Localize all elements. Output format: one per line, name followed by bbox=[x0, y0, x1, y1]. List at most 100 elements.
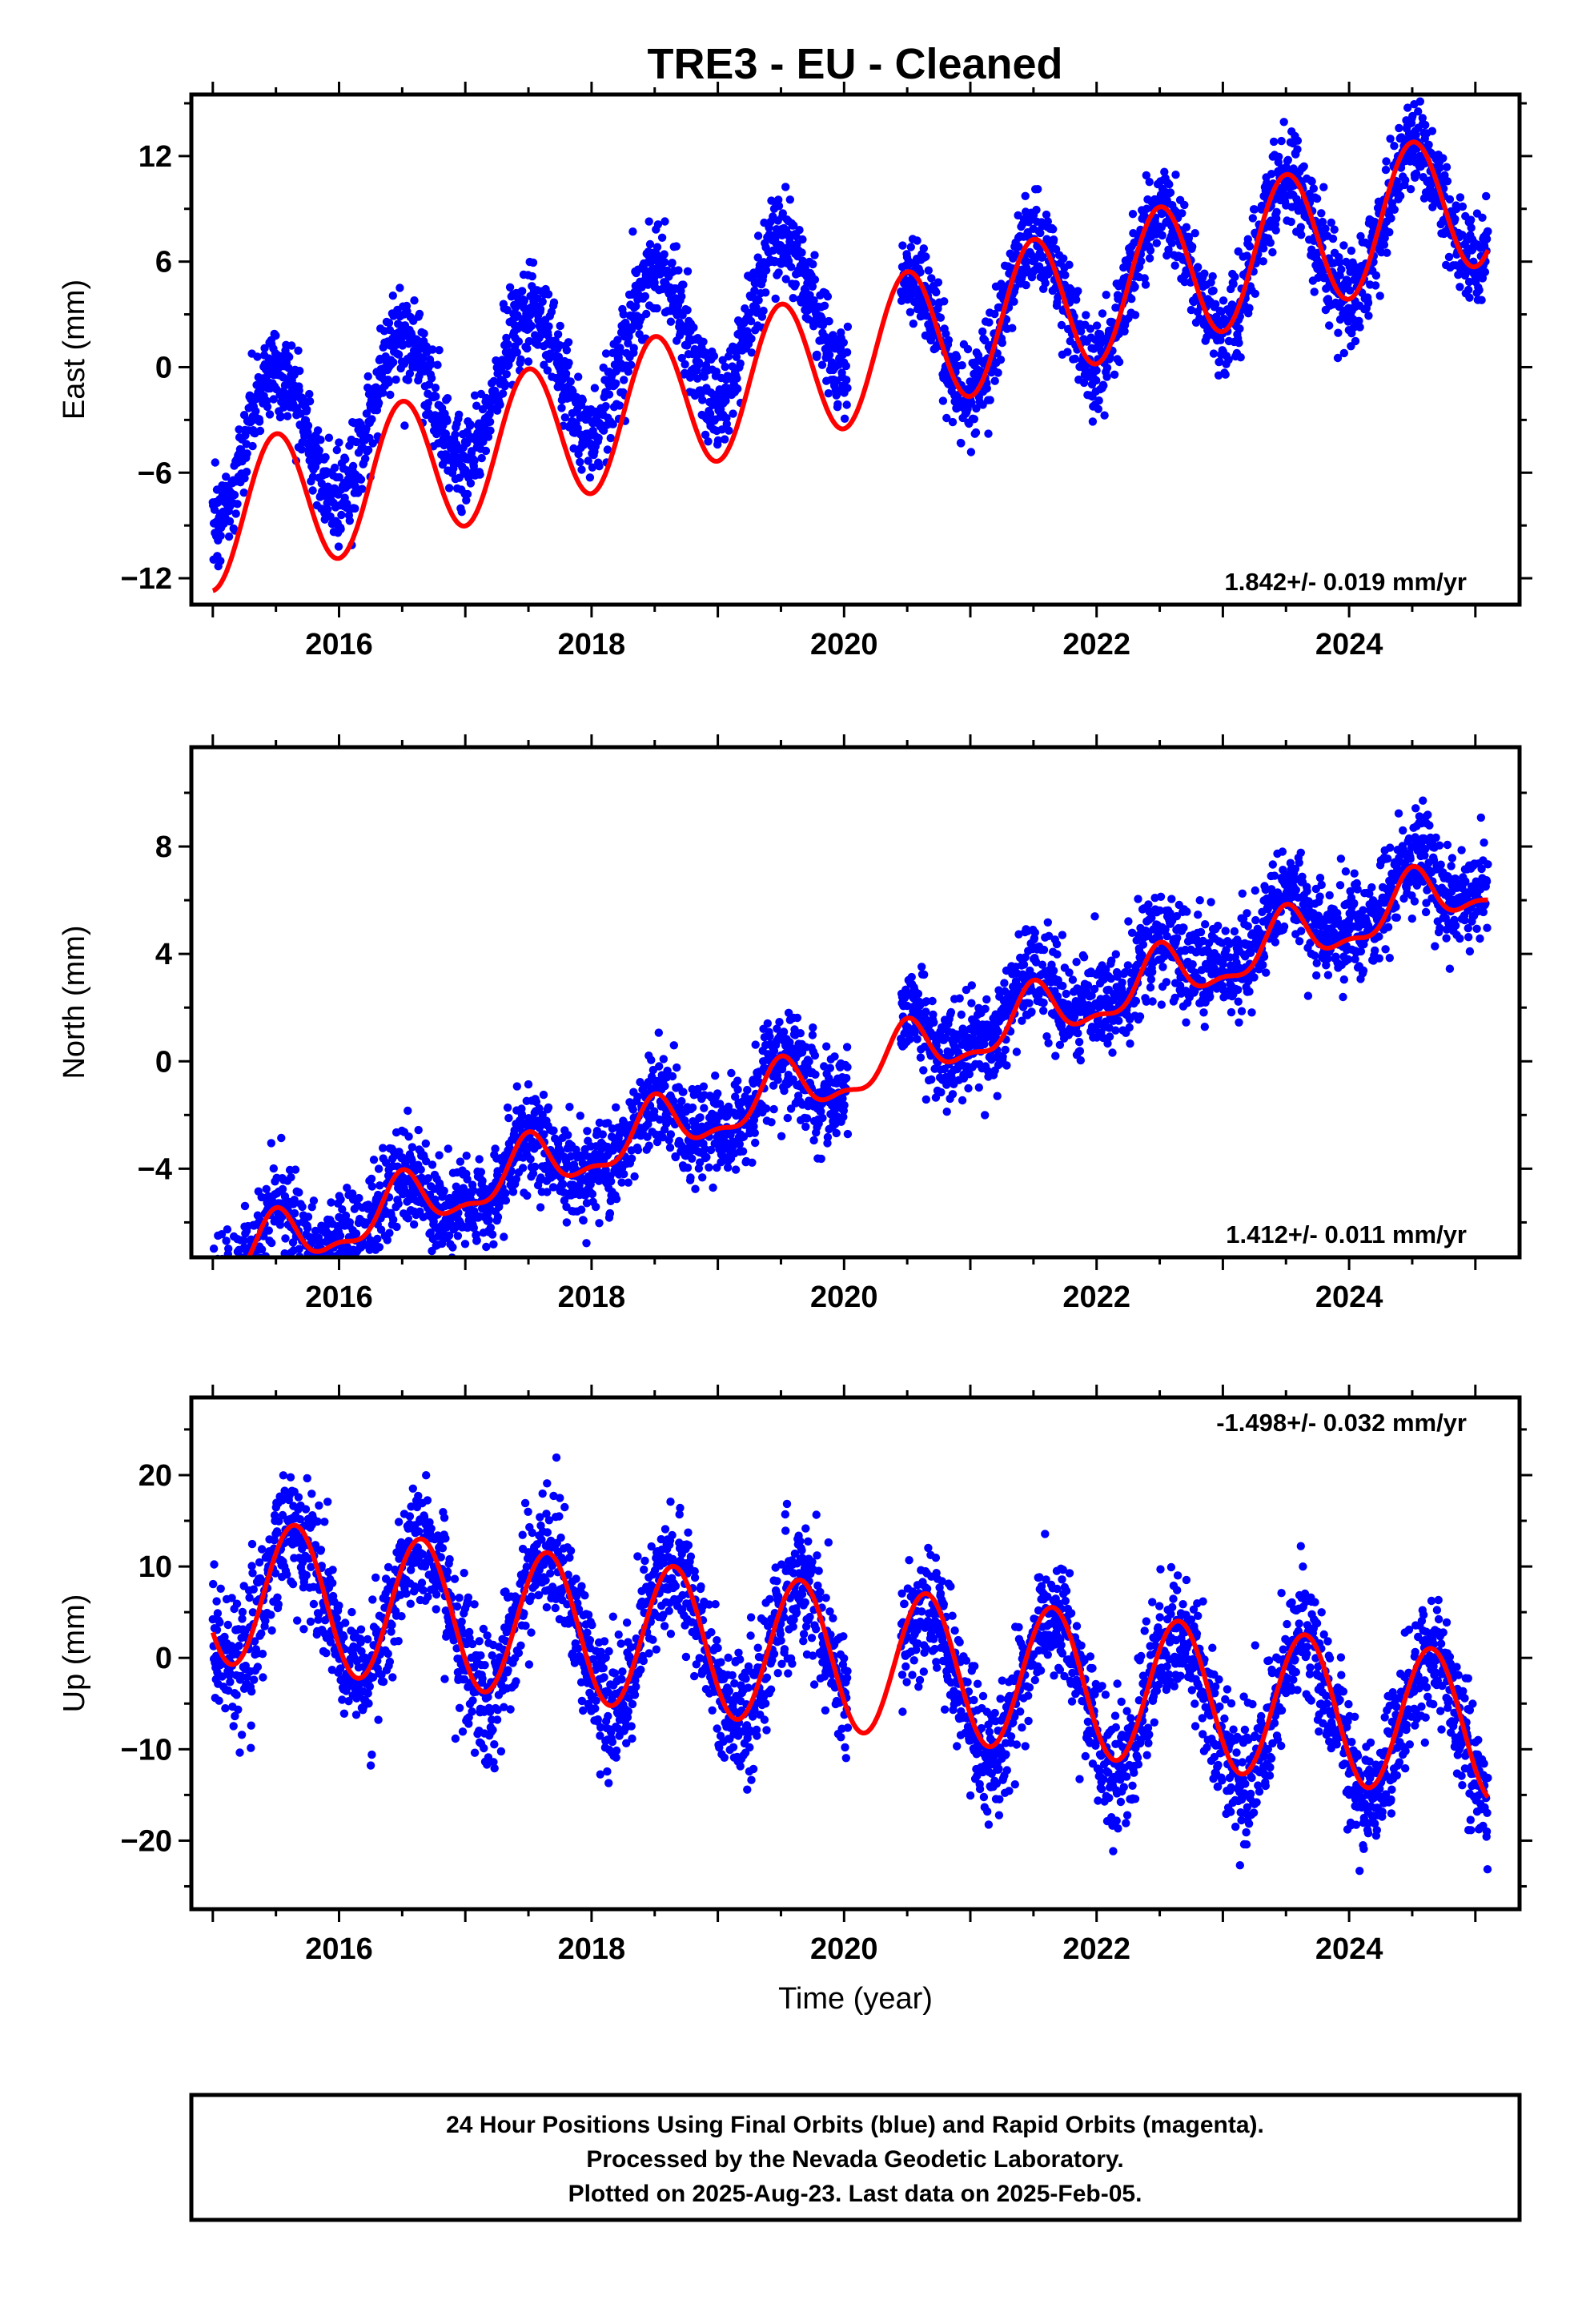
observation-point bbox=[659, 1055, 668, 1063]
observation-point bbox=[332, 445, 341, 455]
observation-point bbox=[1158, 231, 1166, 240]
observation-point bbox=[789, 294, 797, 303]
observation-point bbox=[619, 310, 628, 319]
observation-point bbox=[1065, 260, 1074, 269]
observation-point bbox=[620, 376, 628, 384]
observation-point bbox=[278, 1184, 287, 1194]
observation-point bbox=[222, 1236, 231, 1245]
observation-point bbox=[373, 1234, 382, 1244]
observation-point bbox=[535, 1104, 544, 1113]
observation-point bbox=[1209, 349, 1219, 358]
observation-point bbox=[588, 463, 597, 472]
observation-point bbox=[514, 337, 524, 346]
observation-point bbox=[1061, 271, 1070, 279]
observation-point bbox=[603, 445, 612, 454]
observation-point bbox=[463, 439, 472, 448]
observation-point bbox=[754, 296, 763, 305]
observation-point bbox=[1307, 245, 1316, 254]
observation-point bbox=[1363, 299, 1373, 308]
observation-point bbox=[486, 1223, 496, 1232]
observation-point bbox=[414, 1125, 423, 1135]
observation-point bbox=[440, 440, 448, 450]
observation-point bbox=[305, 389, 314, 399]
observation-point bbox=[672, 242, 681, 251]
observation-point bbox=[1456, 193, 1465, 202]
observation-point bbox=[824, 389, 833, 398]
observation-point bbox=[1235, 324, 1244, 333]
observation-point bbox=[612, 379, 620, 388]
observation-point bbox=[1411, 169, 1421, 178]
observation-point bbox=[576, 457, 584, 467]
observation-point bbox=[456, 1157, 465, 1166]
observation-point bbox=[1355, 323, 1364, 332]
observation-point bbox=[1092, 376, 1101, 385]
observation-point bbox=[1243, 235, 1253, 243]
observation-point bbox=[388, 292, 397, 300]
observation-point bbox=[1484, 227, 1492, 236]
observation-point bbox=[924, 266, 934, 275]
observation-point bbox=[652, 1137, 662, 1147]
observation-point bbox=[315, 446, 323, 455]
observation-point bbox=[1385, 227, 1394, 237]
observation-point bbox=[516, 355, 525, 364]
observation-point bbox=[998, 338, 1007, 348]
observation-point bbox=[948, 417, 958, 427]
observation-point bbox=[1334, 328, 1343, 337]
observation-point bbox=[476, 470, 484, 479]
observation-point bbox=[936, 313, 946, 322]
observation-point bbox=[652, 304, 661, 313]
observation-point bbox=[535, 1124, 544, 1132]
observation-point bbox=[617, 1178, 626, 1187]
observation-point bbox=[817, 360, 827, 369]
observation-point bbox=[389, 312, 398, 320]
observation-point bbox=[240, 474, 249, 483]
observation-point bbox=[733, 1085, 742, 1094]
observation-point bbox=[993, 349, 1002, 358]
observation-point bbox=[1194, 263, 1203, 271]
observation-point bbox=[763, 1019, 772, 1028]
observation-point bbox=[660, 258, 669, 267]
observation-point bbox=[307, 1203, 316, 1212]
observation-point bbox=[927, 274, 936, 283]
observation-point bbox=[1094, 396, 1103, 405]
observation-point bbox=[363, 372, 372, 381]
observation-point bbox=[1327, 218, 1336, 227]
observation-point bbox=[791, 279, 800, 288]
observation-point bbox=[313, 426, 323, 435]
observation-point bbox=[327, 1198, 335, 1207]
observation-point bbox=[255, 426, 265, 436]
observation-point bbox=[729, 409, 737, 418]
observation-point bbox=[594, 433, 603, 443]
observation-point bbox=[331, 463, 339, 472]
observation-point bbox=[944, 336, 954, 344]
observation-point bbox=[557, 404, 566, 412]
observation-point bbox=[823, 292, 833, 301]
model-curve bbox=[211, 139, 1491, 593]
observation-point bbox=[1137, 257, 1146, 266]
observation-point bbox=[818, 1113, 827, 1123]
observation-point bbox=[368, 439, 377, 448]
observation-point bbox=[496, 400, 504, 409]
observation-point bbox=[1339, 348, 1349, 358]
observation-point bbox=[698, 396, 707, 404]
observation-point bbox=[1275, 152, 1283, 161]
observation-point bbox=[444, 1231, 454, 1240]
observation-point bbox=[476, 1168, 486, 1176]
observation-point bbox=[1099, 381, 1108, 390]
observation-point bbox=[303, 405, 311, 414]
observation-point bbox=[1310, 287, 1319, 296]
observation-point bbox=[1458, 231, 1467, 239]
observation-point bbox=[986, 396, 994, 404]
observation-point bbox=[1297, 231, 1306, 239]
observation-point bbox=[1211, 300, 1220, 308]
observation-point bbox=[351, 482, 359, 491]
observation-point bbox=[1387, 214, 1395, 223]
y-tick-label: −6 bbox=[138, 456, 172, 490]
observation-point bbox=[1421, 120, 1430, 130]
observation-point bbox=[1379, 240, 1389, 249]
observation-point bbox=[1166, 188, 1175, 197]
observation-point bbox=[463, 1175, 472, 1184]
observation-point bbox=[723, 1163, 733, 1172]
observation-point bbox=[1224, 356, 1233, 364]
